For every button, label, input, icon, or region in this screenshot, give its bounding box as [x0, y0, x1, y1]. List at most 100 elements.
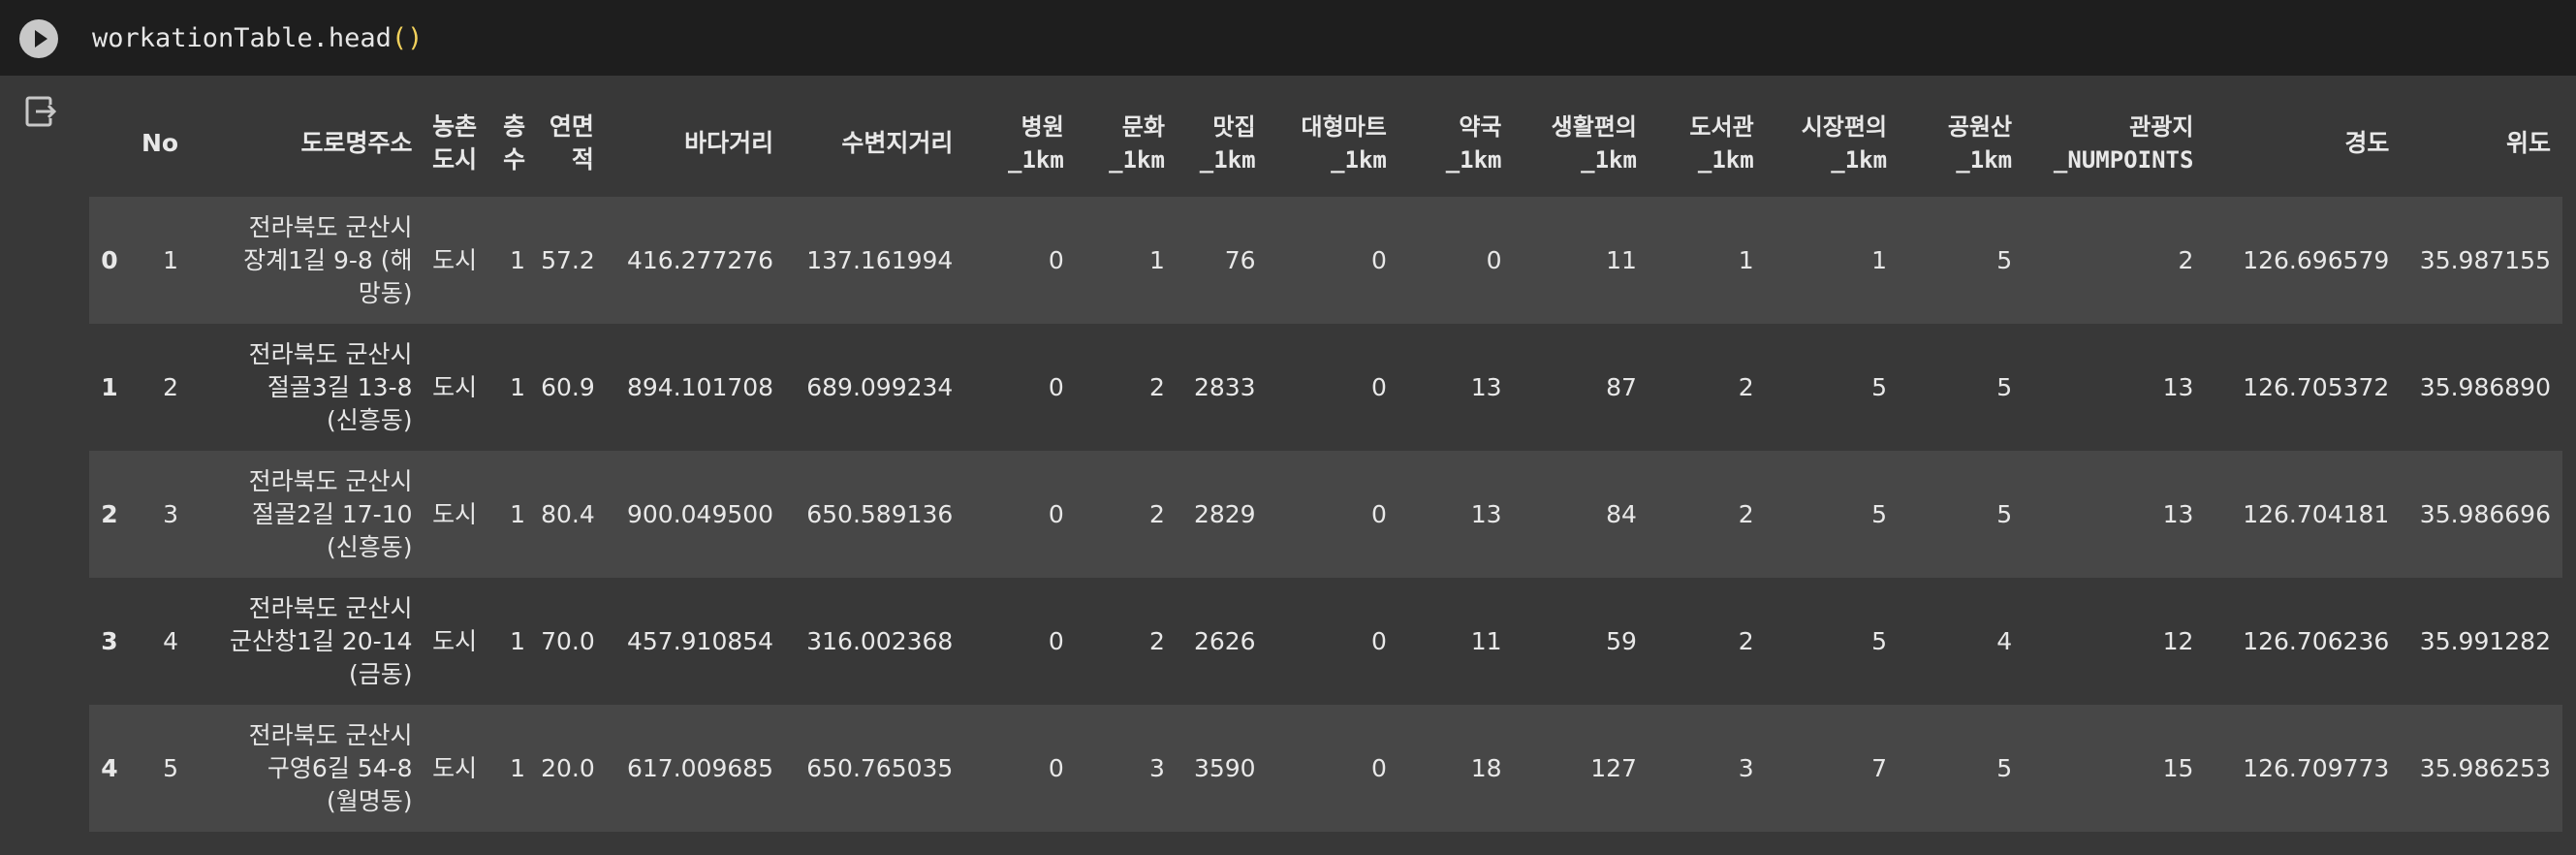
- cell-sea: 457.910854: [626, 626, 774, 655]
- address-line: 망동): [358, 278, 413, 307]
- cell-sea: 617.009685: [626, 753, 774, 782]
- cell-index: 4: [101, 753, 118, 782]
- cell-culture: 1: [1149, 245, 1165, 274]
- cell-no: 4: [163, 626, 179, 655]
- cell-market: 5: [1871, 499, 1888, 528]
- cell-sea: 900.049500: [626, 499, 774, 528]
- column-header-line: _1km: [1956, 146, 2013, 174]
- code-cell-input[interactable]: workationTable.head(): [0, 0, 2576, 76]
- cell-lon: 126.705372: [2243, 372, 2390, 401]
- header-row: No 도로명주소 농촌 도시 층 수 연면 적 바다거리 수변지거리 병원 _1km 문화 _1km 맛집 _…: [89, 90, 2562, 197]
- cell-library: 3: [1738, 753, 1754, 782]
- code-close-paren: ): [407, 23, 424, 53]
- cell-tour: 15: [2162, 753, 2194, 782]
- cell-mart: 0: [1370, 499, 1387, 528]
- cell-pharmacy: 13: [1470, 499, 1502, 528]
- address-line: (신흥동): [327, 405, 413, 434]
- column-header-line: 맛집: [1212, 113, 1256, 141]
- table-row: 3 4 전라북도 군산시 군산창1길 20-14 (금동) 도시 1 70.0 457.9108…: [89, 578, 2562, 705]
- cell-pharmacy: 13: [1470, 372, 1502, 401]
- column-header-line: _1km: [1445, 146, 1502, 174]
- table-row: 0 1 전라북도 군산시 장계1길 9-8 (해 망동) 도시 1 57.2 416.27727…: [89, 197, 2562, 324]
- cell-index: 3: [101, 626, 118, 655]
- address-line: 전라북도 군산시: [248, 466, 413, 495]
- cell-addr: 전라북도 군산시 절골2길 17-10 (신흥동): [190, 451, 424, 578]
- cell-area: 70.0: [541, 626, 595, 655]
- cell-park: 5: [1996, 753, 2013, 782]
- column-header-mart: 대형마트 _1km: [1268, 90, 1398, 197]
- cell-food: 2626: [1193, 626, 1256, 655]
- column-header-index: [89, 90, 130, 197]
- column-header-line: _1km: [1581, 146, 1637, 174]
- column-header-line: 도서관: [1689, 113, 1754, 141]
- cell-mart: 0: [1370, 753, 1387, 782]
- cell-index: 0: [101, 245, 118, 274]
- column-header-line: 관광지: [2129, 113, 2194, 141]
- column-header-conv: 생활편의 _1km: [1514, 90, 1649, 197]
- cell-lat: 35.987155: [2419, 245, 2551, 274]
- cell-food: 2829: [1193, 499, 1256, 528]
- column-header-market: 시장편의 _1km: [1766, 90, 1899, 197]
- table-row: 4 5 전라북도 군산시 구영6길 54-8 (월명동) 도시 1 20.0 617.00968…: [89, 705, 2562, 832]
- column-header-line: _1km: [1199, 146, 1256, 174]
- column-header-pharmacy: 약국 _1km: [1398, 90, 1514, 197]
- code-text: workationTable.head: [92, 23, 392, 53]
- cell-water: 316.002368: [806, 626, 954, 655]
- run-cell-button[interactable]: [19, 19, 58, 58]
- column-header-lat: 위도: [2401, 90, 2562, 197]
- dataframe-table: No 도로명주소 농촌 도시 층 수 연면 적 바다거리 수변지거리 병원 _1km 문화 _1km 맛집 _…: [89, 90, 2562, 832]
- cell-park: 5: [1996, 245, 2013, 274]
- column-header-line: 위도: [2505, 129, 2551, 157]
- cell-sea: 894.101708: [626, 372, 774, 401]
- cell-food: 3590: [1193, 753, 1256, 782]
- cell-addr: 전라북도 군산시 군산창1길 20-14 (금동): [190, 578, 424, 705]
- cell-pharmacy: 11: [1470, 626, 1502, 655]
- column-header-hospital: 병원 _1km: [964, 90, 1075, 197]
- column-header-line: 수변지거리: [841, 129, 954, 157]
- cell-lon: 126.709773: [2243, 753, 2390, 782]
- address-line: 전라북도 군산시: [248, 212, 413, 241]
- cell-lon: 126.704181: [2243, 499, 2390, 528]
- cell-floor: 1: [510, 372, 526, 401]
- table-body: 0 1 전라북도 군산시 장계1길 9-8 (해 망동) 도시 1 57.2 416.27727…: [89, 197, 2562, 832]
- column-header-addr: 도로명주소: [190, 90, 424, 197]
- cell-conv: 127: [1590, 753, 1637, 782]
- column-header-line: 도시: [432, 145, 478, 174]
- cell-no: 3: [163, 499, 179, 528]
- cell-mart: 0: [1370, 626, 1387, 655]
- column-header-area: 연면 적: [537, 90, 606, 197]
- column-header-water: 수변지거리: [785, 90, 964, 197]
- cell-rural: 도시: [432, 372, 478, 401]
- address-line: 전라북도 군산시: [248, 339, 413, 368]
- column-header-park: 공원산 _1km: [1899, 90, 2024, 197]
- cell-market: 5: [1871, 372, 1888, 401]
- cell-tour: 13: [2162, 499, 2194, 528]
- address-line: 절골3길 13-8: [267, 372, 413, 401]
- cell-water: 689.099234: [806, 372, 954, 401]
- table-header: No 도로명주소 농촌 도시 층 수 연면 적 바다거리 수변지거리 병원 _1km 문화 _1km 맛집 _…: [89, 90, 2562, 197]
- column-header-line: 공원산: [1947, 113, 2013, 141]
- cell-mart: 0: [1370, 372, 1387, 401]
- column-header-sea: 바다거리: [606, 90, 785, 197]
- column-header-line: 약국: [1459, 113, 1502, 141]
- cell-mart: 0: [1370, 245, 1387, 274]
- column-header-rural: 농촌 도시: [424, 90, 489, 197]
- table-row: 2 3 전라북도 군산시 절골2길 17-10 (신흥동) 도시 1 80.4 900.0495…: [89, 451, 2562, 578]
- cell-floor: 1: [510, 499, 526, 528]
- cell-food: 2833: [1193, 372, 1256, 401]
- address-line: (월명동): [327, 786, 413, 815]
- cell-pharmacy: 0: [1486, 245, 1502, 274]
- cell-addr: 전라북도 군산시 장계1길 9-8 (해 망동): [190, 197, 424, 324]
- column-header-line: _1km: [1008, 146, 1064, 174]
- cell-no: 5: [163, 753, 179, 782]
- cell-lat: 35.991282: [2419, 626, 2551, 655]
- code-editor[interactable]: workationTable.head(): [92, 19, 423, 58]
- cell-index: 2: [101, 499, 118, 528]
- cell-lat: 35.986696: [2419, 499, 2551, 528]
- cell-lat: 35.986890: [2419, 372, 2551, 401]
- column-header-line: 문화: [1121, 113, 1165, 141]
- cell-library: 1: [1738, 245, 1754, 274]
- output-actions-icon[interactable]: [24, 95, 57, 128]
- column-header-food: 맛집 _1km: [1177, 90, 1268, 197]
- cell-index: 1: [101, 372, 118, 401]
